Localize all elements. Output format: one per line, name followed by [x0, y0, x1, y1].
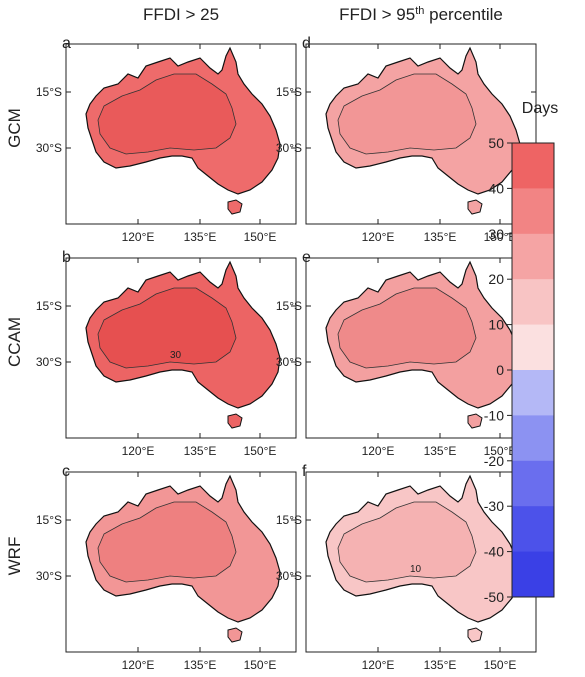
column-title-right: FFDI > 95th percentile	[339, 5, 503, 24]
lon-tick-label: 120°E	[122, 444, 155, 458]
tasmania-landmass	[467, 413, 483, 429]
lon-tick-label: 150°E	[244, 230, 277, 244]
map-panel-a: 15°S 30°S 120°E 135°E 150°E a	[36, 35, 297, 244]
map-panel-f: 10 15°S 30°S 120°E 135°E 150°E f	[276, 463, 537, 672]
colorbar-tick-label: 40	[488, 180, 504, 196]
lat-tick-label: 30°S	[276, 355, 302, 369]
lat-tick-label: 30°S	[36, 569, 62, 583]
colorbar: 50 40 30 20 10 0 -10 -20 -30 -40 -50	[484, 135, 555, 605]
tasmania-landmass	[227, 413, 243, 429]
map-panel-b: 30 15°S 30°S 120°E 135°E 150°E b	[36, 249, 297, 458]
colorbar-tick-label: 30	[488, 226, 504, 242]
lon-tick-label: 135°E	[184, 444, 217, 458]
lat-tick-label: 15°S	[276, 85, 302, 99]
lat-tick-label: 30°S	[276, 141, 302, 155]
lat-tick-label: 15°S	[36, 299, 62, 313]
map-panel-e: 15°S 30°S 120°E 135°E 150°E e	[276, 249, 537, 458]
lat-tick-label: 30°S	[36, 141, 62, 155]
lon-tick-label: 135°E	[184, 658, 217, 672]
colorbar-tick-label: 0	[496, 362, 504, 378]
lon-tick-label: 135°E	[424, 230, 457, 244]
panel-letter: d	[302, 35, 311, 52]
lon-tick-label: 135°E	[424, 444, 457, 458]
colorbar-tick-label: -10	[484, 407, 504, 423]
lon-tick-label: 135°E	[184, 230, 217, 244]
lon-tick-label: 150°E	[244, 444, 277, 458]
lon-tick-label: 150°E	[244, 658, 277, 672]
colorbar-tick-label: -50	[484, 589, 504, 605]
map-panel-c: 15°S 30°S 120°E 135°E 150°E c	[36, 463, 297, 672]
lat-tick-label: 15°S	[36, 513, 62, 527]
colorbar-band	[512, 506, 554, 553]
lon-tick-label: 120°E	[362, 444, 395, 458]
colorbar-tick-label: 50	[488, 135, 504, 151]
lon-tick-label: 150°E	[484, 658, 517, 672]
contour-label: 10	[410, 564, 422, 575]
row-label-ccam: CCAM	[5, 317, 24, 367]
column-title-left: FFDI > 25	[143, 5, 219, 24]
tasmania-landmass	[227, 199, 243, 215]
lat-tick-label: 30°S	[36, 355, 62, 369]
colorbar-band	[512, 415, 554, 462]
column-title-right-tail: percentile	[424, 5, 502, 24]
lat-tick-label: 15°S	[276, 513, 302, 527]
colorbar-band	[512, 460, 554, 507]
colorbar-band	[512, 370, 554, 416]
panel-letter: f	[302, 463, 307, 480]
panel-letter: c	[62, 463, 70, 480]
lat-tick-label: 30°S	[276, 569, 302, 583]
colorbar-band	[512, 143, 554, 189]
row-label-gcm: GCM	[5, 108, 24, 148]
lon-tick-label: 120°E	[362, 230, 395, 244]
colorbar-tick-label: 10	[488, 317, 504, 333]
colorbar-band	[512, 279, 554, 326]
lat-tick-label: 15°S	[36, 85, 62, 99]
colorbar-band	[512, 551, 554, 598]
colorbar-band	[512, 188, 554, 235]
tasmania-landmass	[467, 627, 483, 643]
contour-label: 30	[170, 350, 182, 361]
lon-tick-label: 135°E	[424, 658, 457, 672]
lon-tick-label: 120°E	[362, 658, 395, 672]
lon-tick-label: 120°E	[122, 658, 155, 672]
lat-tick-label: 15°S	[276, 299, 302, 313]
lon-tick-label: 150°E	[484, 444, 517, 458]
column-title-right-sup: th	[415, 5, 424, 17]
panel-letter: b	[62, 249, 71, 266]
panel-letter: a	[62, 35, 71, 52]
panel-letter: e	[302, 249, 311, 266]
column-title-right-main: FFDI > 95	[339, 5, 415, 24]
row-label-wrf: WRF	[5, 537, 24, 576]
colorbar-tick-label: -40	[484, 544, 504, 560]
lon-tick-label: 120°E	[122, 230, 155, 244]
colorbar-tick-label: -20	[484, 453, 504, 469]
map-panels: 15°S 30°S 120°E 135°E 150°E a 15°S 30°S 120°E 135…	[36, 35, 537, 672]
colorbar-band	[512, 324, 554, 371]
tasmania-landmass	[467, 199, 483, 215]
colorbar-title: Days	[522, 100, 558, 117]
tasmania-landmass	[227, 627, 243, 643]
colorbar-tick-label: -30	[484, 498, 504, 514]
colorbar-band	[512, 233, 554, 280]
colorbar-tick-label: 20	[488, 271, 504, 287]
